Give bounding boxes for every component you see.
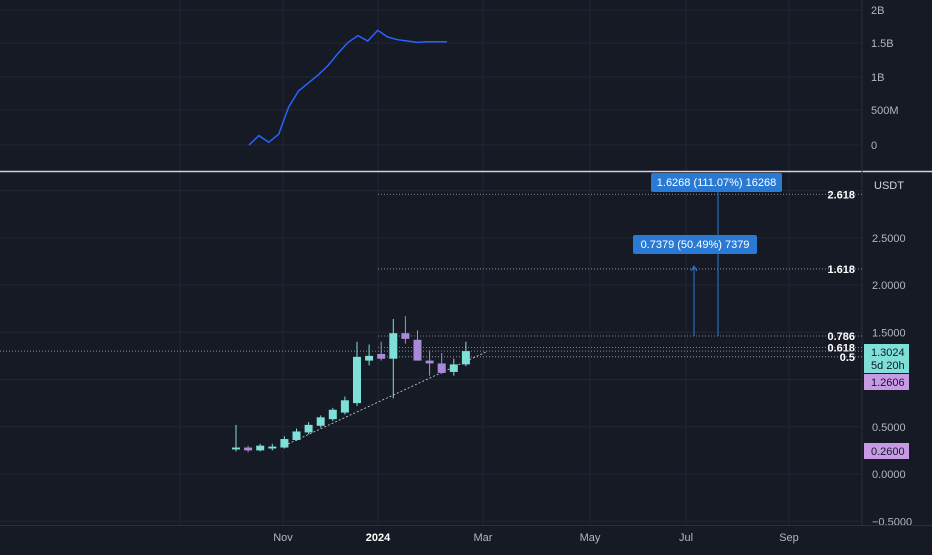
measure-label-text: 0.7379 (50.49%) 7379 xyxy=(641,239,750,251)
candle xyxy=(280,436,289,449)
top-axis-tick: 500M xyxy=(871,105,899,117)
candle xyxy=(256,443,265,452)
price-axis-tick: 0.5000 xyxy=(872,422,906,434)
time-axis-tick: 2024 xyxy=(366,532,391,544)
candle xyxy=(449,358,458,376)
level-badge-a: 1.2606 xyxy=(864,374,909,390)
time-axis-tick: Sep xyxy=(779,532,799,544)
top-axis-tick: 1.5B xyxy=(871,38,894,50)
candle-body xyxy=(425,360,434,364)
currency-label: USDT xyxy=(874,180,904,192)
candle xyxy=(316,415,325,428)
current-price-text: 1.3024 xyxy=(871,347,905,359)
candle-body xyxy=(437,363,446,373)
candle-body xyxy=(328,409,337,420)
level-badge-b: 0.2600 xyxy=(864,443,909,459)
top-axis-tick: 2B xyxy=(871,5,884,17)
candle-body xyxy=(268,446,277,449)
trendline xyxy=(284,350,488,447)
candle-body xyxy=(365,355,374,361)
level-badge-a-text: 1.2606 xyxy=(871,377,905,389)
measure-label-box xyxy=(651,173,782,192)
candle xyxy=(340,396,349,415)
candle xyxy=(401,316,410,344)
candle xyxy=(365,344,374,366)
candle-body xyxy=(401,333,410,339)
candle xyxy=(328,407,337,422)
candle-body xyxy=(280,439,289,448)
candle-body xyxy=(232,447,240,450)
countdown-text: 5d 20h xyxy=(871,360,905,372)
measure-label-2: 0.7379 (50.49%) 7379 xyxy=(633,235,757,254)
fib-level-label: 0.5 xyxy=(840,352,855,364)
time-axis-tick: Mar xyxy=(474,532,493,544)
candle xyxy=(292,428,301,441)
candle xyxy=(377,341,386,361)
level-badge-a-bg xyxy=(864,374,909,390)
price-axis-tick: 2.0000 xyxy=(872,280,906,292)
current-price-badge-bg xyxy=(864,344,909,373)
candle-body xyxy=(244,447,253,451)
time-axis-tick: May xyxy=(580,532,601,544)
level-badge-b-text: 0.2600 xyxy=(871,446,905,458)
price-axis-tick: 2.5000 xyxy=(872,233,906,245)
volume-series-line xyxy=(248,29,447,146)
measure-label-text: 1.6268 (111.07%) 16268 xyxy=(657,177,776,189)
candle-body xyxy=(304,424,313,433)
candle-body xyxy=(316,417,325,426)
candle xyxy=(413,330,422,361)
measure-arrowhead xyxy=(690,265,698,272)
top-axis-tick: 1B xyxy=(871,72,884,84)
candles xyxy=(232,316,470,453)
candle xyxy=(244,445,253,453)
candle-body xyxy=(389,333,398,359)
time-axis-tick: Jul xyxy=(679,532,693,544)
candle xyxy=(425,350,434,376)
candle-body xyxy=(461,351,470,365)
candle xyxy=(389,319,398,399)
candle-body xyxy=(256,445,265,451)
measure-label-box xyxy=(633,235,757,254)
price-axis-tick: −0.5000 xyxy=(872,516,912,528)
candle-body xyxy=(353,356,361,404)
candle-body xyxy=(340,400,349,413)
candle xyxy=(232,424,240,452)
fib-level-label: 1.618 xyxy=(827,264,855,276)
candle-body xyxy=(413,339,422,361)
candle-body xyxy=(377,353,386,359)
level-badge-b-bg xyxy=(864,443,909,459)
measure-label-1: 1.6268 (111.07%) 16268 xyxy=(651,173,782,192)
price-axis-tick: 0.0000 xyxy=(872,469,906,481)
candle xyxy=(304,422,313,435)
measurement xyxy=(690,265,698,337)
fib-level-label: 2.618 xyxy=(827,189,855,201)
price-axis-tick: 1.5000 xyxy=(872,327,906,339)
fib-level-label: 0.786 xyxy=(827,331,855,343)
candle xyxy=(437,353,446,374)
candle xyxy=(461,341,470,367)
candle-body xyxy=(449,364,458,372)
candle xyxy=(268,443,277,451)
time-axis-tick: Nov xyxy=(273,532,293,544)
candle xyxy=(353,341,361,406)
top-axis-tick: 0 xyxy=(871,140,877,152)
candle-body xyxy=(292,431,301,440)
